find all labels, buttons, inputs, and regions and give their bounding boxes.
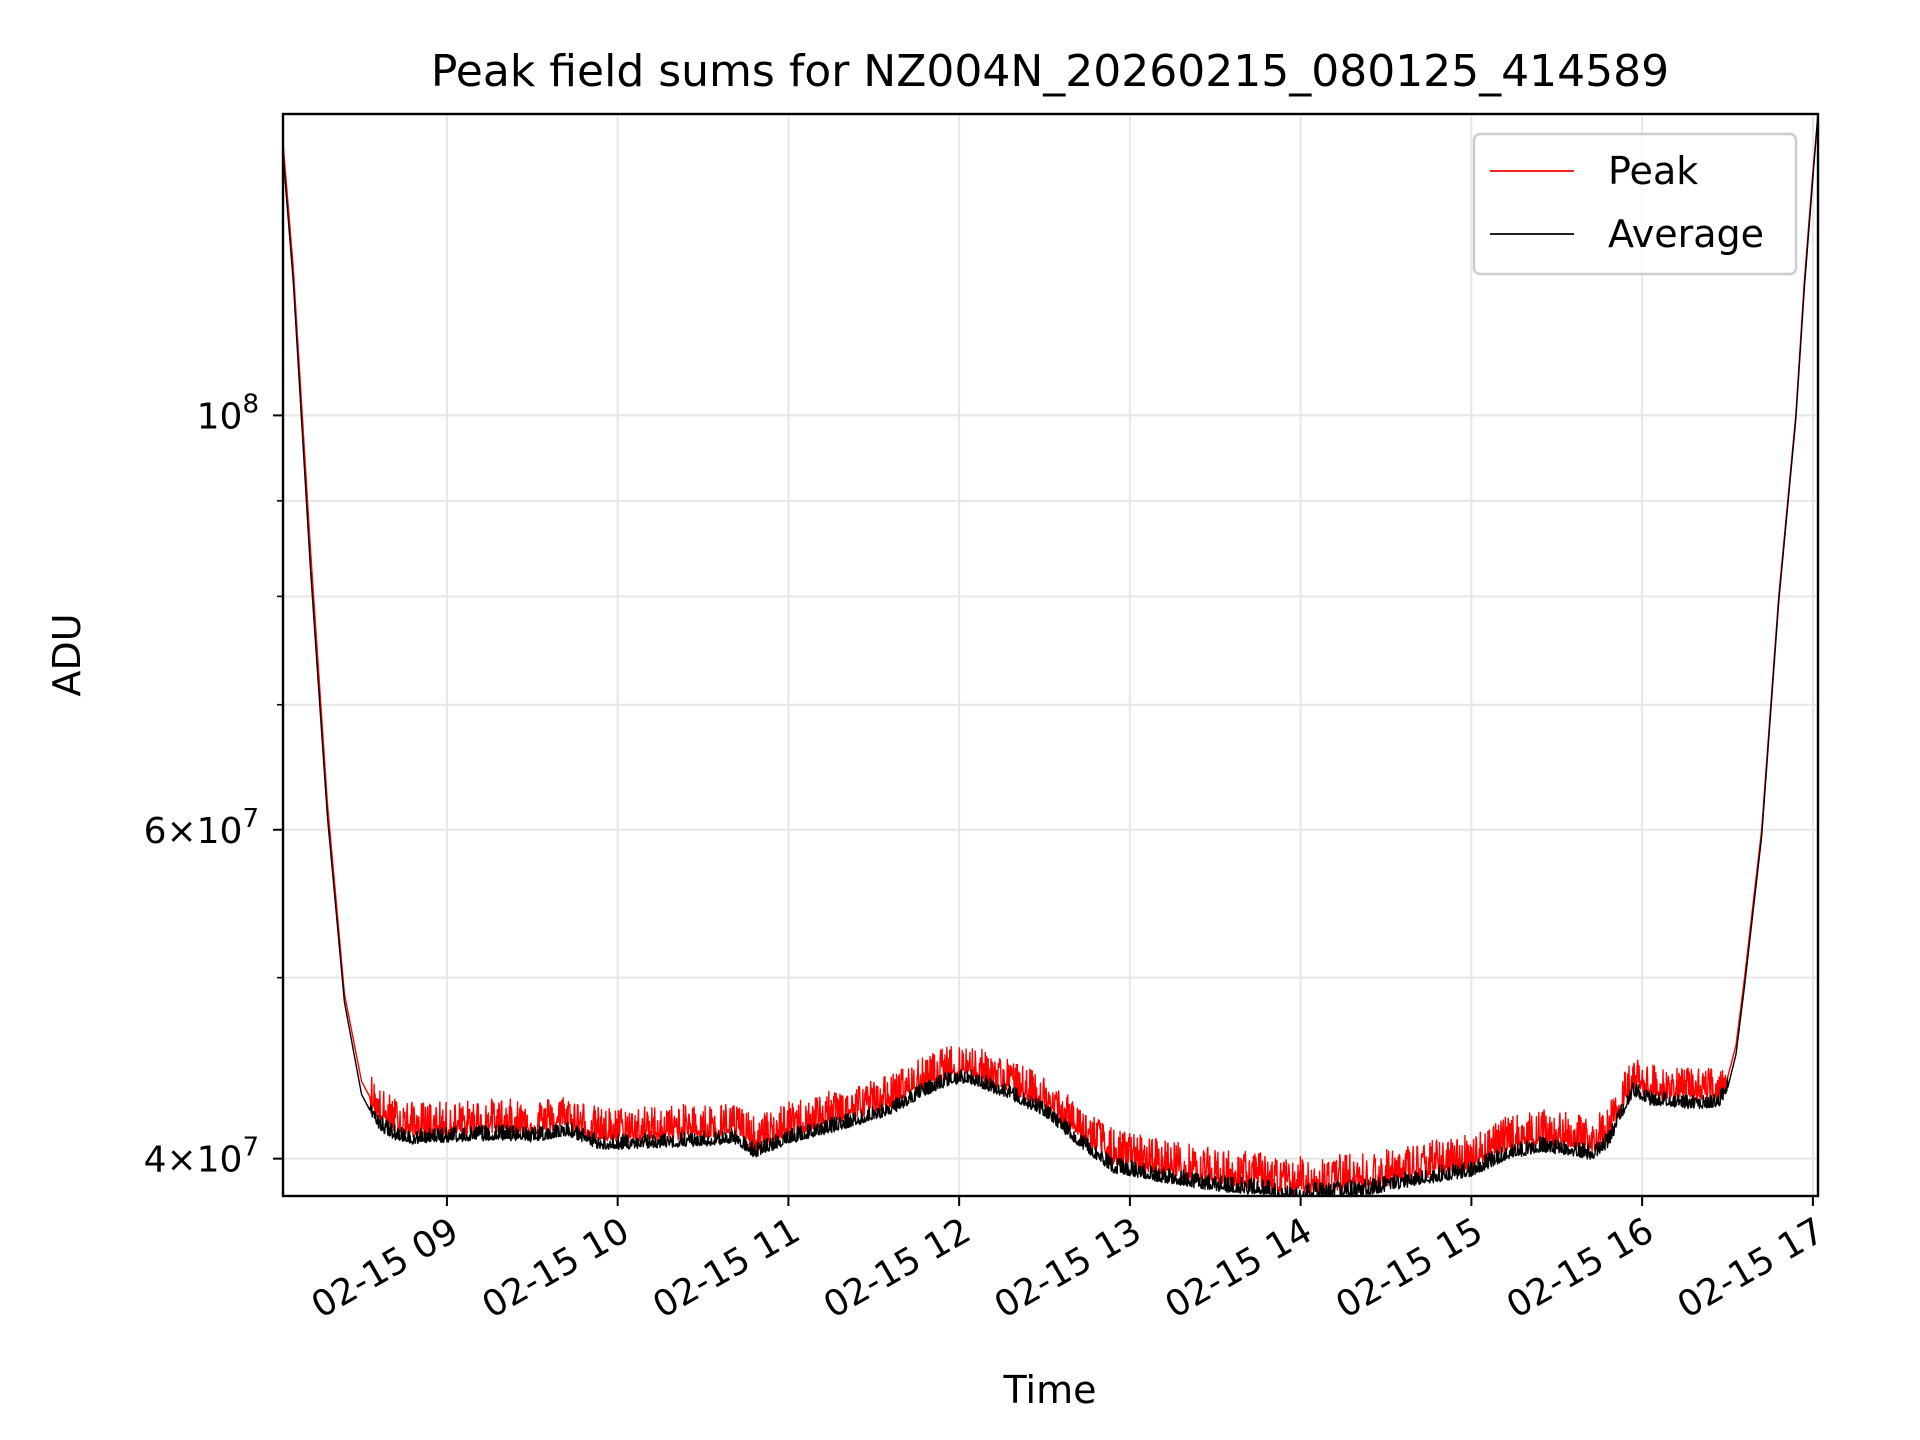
legend-label-average: Average xyxy=(1608,212,1764,256)
plot-frame xyxy=(281,112,1820,1198)
series-line-average xyxy=(283,114,1818,1196)
y-tick-label: 6×107 xyxy=(144,804,259,852)
legend-box xyxy=(1472,132,1798,276)
series-layer xyxy=(283,114,1818,1196)
y-axis-ticks: 4×107 6×107 108 xyxy=(144,389,283,1181)
y-axis-label: ADU xyxy=(45,613,89,696)
legend-label-peak: Peak xyxy=(1608,149,1698,193)
grid xyxy=(283,114,1818,1196)
series-line-peak xyxy=(283,114,1818,1196)
x-axis-label: Time xyxy=(1003,1368,1097,1412)
y-tick-label: 4×107 xyxy=(144,1133,259,1181)
chart-title: Peak field sums for NZ004N_20260215_0801… xyxy=(431,46,1669,97)
legend: Peak Average xyxy=(1472,132,1798,276)
y-tick-label: 108 xyxy=(197,389,259,437)
